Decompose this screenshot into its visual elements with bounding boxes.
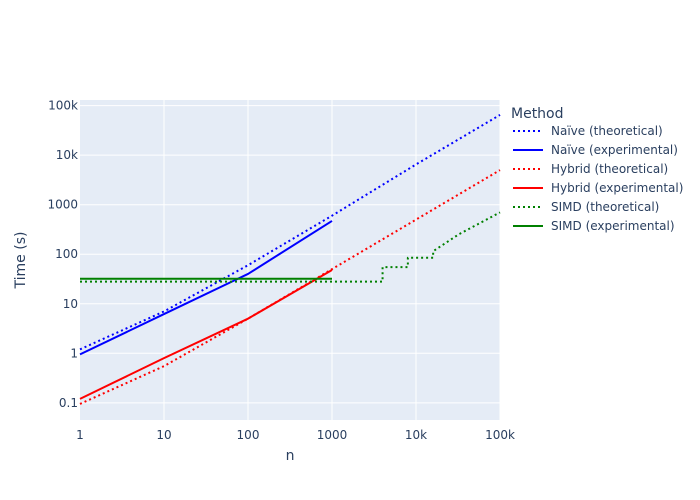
x-axis-title: n bbox=[286, 448, 295, 464]
plot-background bbox=[80, 100, 500, 420]
y-tick-label: 1 bbox=[70, 346, 78, 360]
series-line-2[interactable] bbox=[79, 169, 501, 405]
x-tick-label: 1 bbox=[76, 428, 84, 442]
legend-item-1[interactable]: Naïve (experimental) bbox=[513, 143, 678, 157]
y-tick-label: 10 bbox=[63, 297, 78, 311]
x-tick-label: 100k bbox=[485, 428, 515, 442]
legend-label: SIMD (experimental) bbox=[551, 219, 675, 233]
y-axis-ticks: 0.1 1 10 100 1000 10k 100k bbox=[47, 99, 78, 410]
x-tick-label: 10k bbox=[405, 428, 427, 442]
legend-label: Hybrid (theoretical) bbox=[551, 162, 668, 176]
legend-item-2[interactable]: Hybrid (theoretical) bbox=[513, 162, 668, 176]
y-tick-label: 100k bbox=[48, 99, 78, 113]
series-line-4[interactable] bbox=[80, 211, 501, 283]
legend-item-4[interactable]: SIMD (theoretical) bbox=[513, 200, 659, 214]
x-tick-label: 1000 bbox=[317, 428, 348, 442]
legend-label: Naïve (experimental) bbox=[551, 143, 678, 157]
legend-label: Hybrid (experimental) bbox=[551, 181, 683, 195]
series-line-1[interactable] bbox=[79, 220, 333, 356]
grid bbox=[80, 100, 501, 420]
series-layer bbox=[79, 114, 501, 405]
x-axis-ticks: 1 10 100 1000 10k 100k bbox=[76, 428, 515, 442]
series-line-3[interactable] bbox=[79, 269, 333, 400]
series-line-0[interactable] bbox=[79, 114, 501, 351]
x-tick-label: 10 bbox=[156, 428, 171, 442]
y-axis-title: Time (s) bbox=[13, 232, 29, 290]
x-tick-label: 100 bbox=[237, 428, 260, 442]
legend-item-5[interactable]: SIMD (experimental) bbox=[513, 219, 675, 233]
y-tick-label: 100 bbox=[55, 247, 78, 261]
legend[interactable]: Method Naïve (theoretical) Naïve (experim… bbox=[511, 106, 683, 233]
legend-label: Naïve (theoretical) bbox=[551, 124, 663, 138]
legend-item-0[interactable]: Naïve (theoretical) bbox=[513, 124, 663, 138]
y-tick-label: 0.1 bbox=[59, 396, 78, 410]
legend-title: Method bbox=[511, 106, 564, 122]
legend-item-3[interactable]: Hybrid (experimental) bbox=[513, 181, 683, 195]
legend-label: SIMD (theoretical) bbox=[551, 200, 659, 214]
y-tick-label: 1000 bbox=[47, 198, 78, 212]
y-tick-label: 10k bbox=[56, 148, 78, 162]
